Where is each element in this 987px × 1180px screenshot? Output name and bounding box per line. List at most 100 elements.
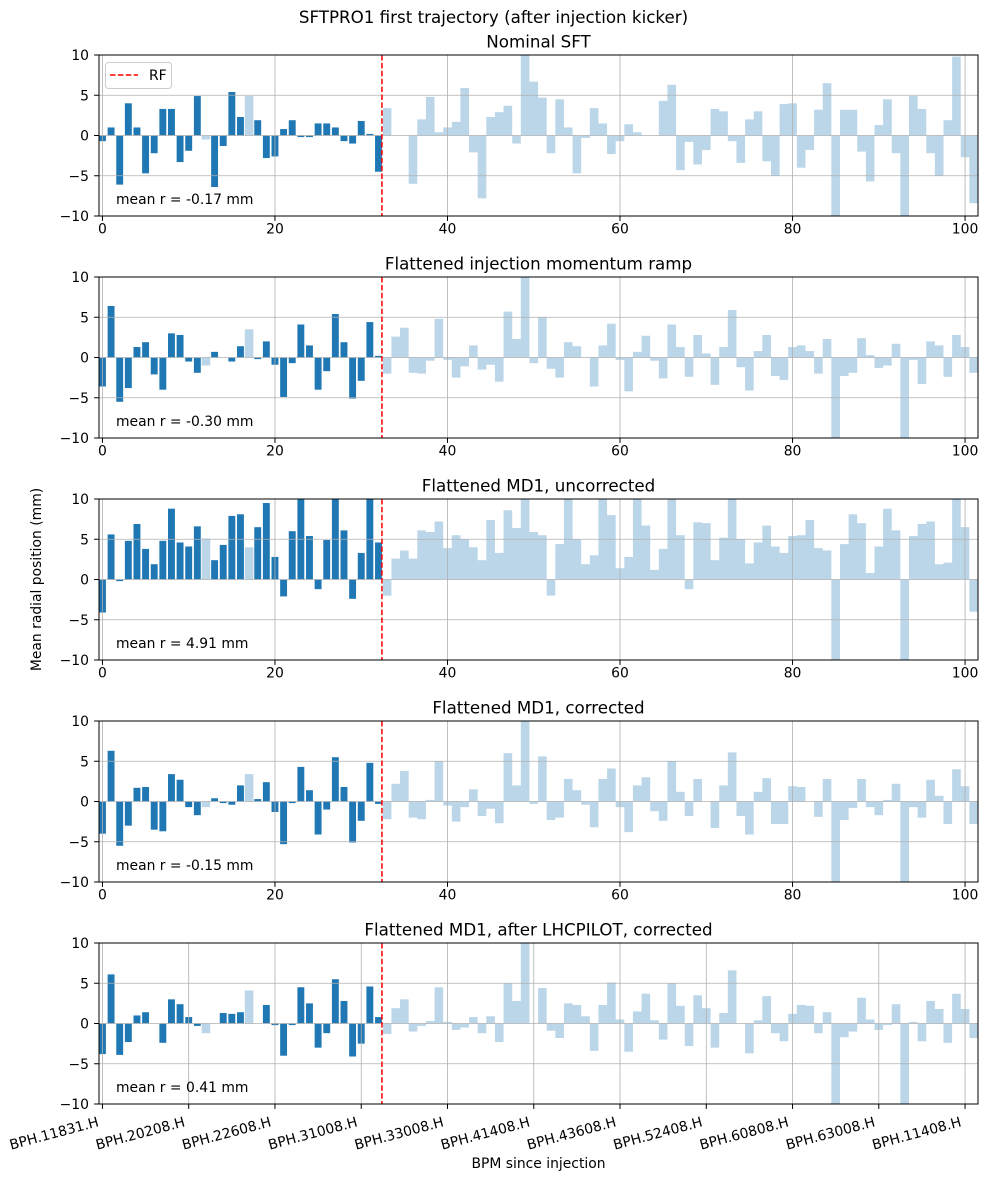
bar-faded	[908, 536, 918, 580]
bar	[124, 801, 132, 826]
bar-faded	[883, 508, 892, 580]
bar-faded	[934, 564, 944, 580]
bar	[211, 560, 219, 580]
bar-faded	[641, 993, 651, 1024]
bar-faded	[244, 96, 254, 136]
bar	[124, 1023, 132, 1043]
bar	[331, 127, 339, 136]
bar	[288, 120, 296, 136]
bar	[133, 127, 141, 136]
bar	[349, 801, 357, 843]
bar-faded	[839, 357, 849, 377]
bar	[133, 523, 141, 580]
bar-faded	[891, 343, 901, 358]
bar-faded	[382, 1023, 392, 1034]
bar	[297, 766, 305, 802]
bar	[193, 526, 201, 580]
bar	[107, 305, 115, 358]
bar-faded	[693, 995, 702, 1024]
bar-faded	[460, 357, 470, 367]
bar-faded	[745, 563, 754, 580]
x-tick-label: 100	[952, 444, 979, 460]
bar-faded	[727, 752, 737, 802]
y-tick-label: 0	[80, 1017, 89, 1033]
bar	[357, 121, 365, 136]
bar-faded	[408, 135, 418, 184]
bar-faded	[563, 778, 573, 802]
bar-faded	[494, 112, 504, 136]
bar-faded	[814, 109, 823, 136]
y-tick-label: −5	[69, 835, 89, 851]
bar	[297, 987, 305, 1024]
bar	[349, 357, 357, 399]
bar-faded	[952, 769, 961, 802]
bar-faded	[762, 778, 771, 802]
bar-faded	[546, 357, 556, 369]
bar-faded	[494, 1023, 504, 1043]
x-tick-label: 20	[266, 888, 284, 904]
bar-faded	[201, 357, 211, 366]
y-tick-label: −10	[60, 431, 89, 447]
y-tick-label: −10	[60, 875, 89, 891]
bar-faded	[538, 988, 547, 1024]
bar-faded	[486, 519, 495, 580]
bar-faded	[486, 801, 495, 809]
bar-faded	[434, 987, 444, 1024]
bar	[116, 579, 124, 582]
bar	[314, 1023, 322, 1048]
bar-faded	[736, 135, 746, 163]
bar-faded	[814, 357, 823, 374]
bar-faded	[727, 310, 737, 358]
bar-faded	[943, 562, 953, 580]
bar	[159, 801, 167, 832]
y-tick-label: −10	[60, 209, 89, 225]
bar-faded	[503, 311, 513, 358]
bar-faded	[701, 523, 711, 580]
bar	[375, 1017, 382, 1024]
bar	[211, 351, 219, 358]
bar-faded	[581, 564, 590, 580]
bar-faded	[934, 135, 944, 176]
bar-faded	[822, 338, 832, 358]
bar-faded	[632, 132, 642, 136]
bar-faded	[710, 1023, 720, 1048]
bar-faded	[684, 801, 694, 816]
bar-faded	[848, 514, 858, 580]
bar-faded	[805, 1005, 815, 1024]
bar-faded	[451, 1023, 461, 1030]
bar-faded	[865, 801, 875, 808]
bar-faded	[779, 801, 789, 825]
bar	[340, 135, 348, 142]
bar-faded	[598, 778, 608, 802]
bar	[219, 135, 227, 146]
bar-faded	[865, 573, 875, 580]
bar-faded	[831, 1023, 840, 1104]
bar-faded	[727, 135, 737, 142]
bar-faded	[926, 341, 935, 358]
bar-faded	[796, 535, 806, 580]
bar-faded	[460, 1023, 470, 1028]
x-tick-label: 80	[784, 888, 802, 904]
bar-faded	[693, 135, 702, 165]
bar-faded	[848, 357, 858, 373]
x-tick-label: 40	[439, 444, 457, 460]
bar	[366, 133, 374, 136]
bar	[107, 127, 115, 136]
bar-faded	[908, 801, 918, 808]
bar-faded	[650, 569, 659, 580]
x-tick-label: 40	[439, 666, 457, 682]
bar-faded	[589, 357, 599, 387]
bar	[288, 357, 296, 364]
bar-faded	[770, 357, 780, 377]
bar-faded	[753, 542, 763, 580]
bar	[340, 1000, 348, 1024]
bar	[340, 530, 348, 580]
bar-faded	[624, 556, 633, 580]
bar	[254, 120, 262, 136]
bar	[142, 548, 150, 580]
bar-faded	[900, 357, 909, 438]
bar-faded	[857, 135, 866, 152]
bar-faded	[719, 785, 728, 802]
bar-faded	[822, 83, 832, 136]
bar-faded	[934, 795, 944, 802]
